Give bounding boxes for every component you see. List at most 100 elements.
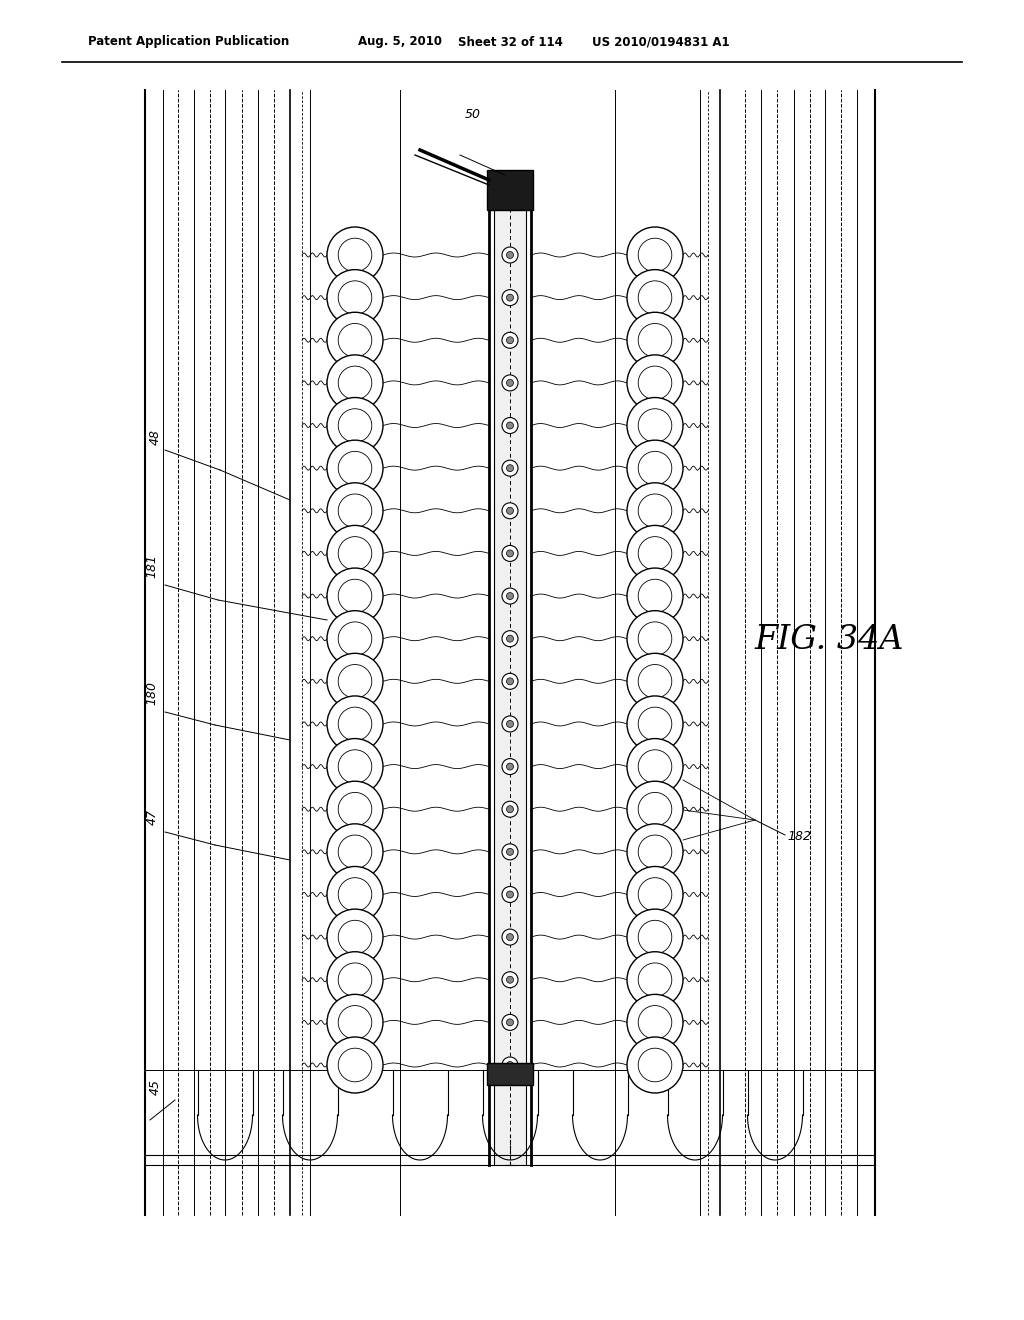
Circle shape bbox=[502, 461, 518, 477]
Circle shape bbox=[638, 579, 672, 612]
Circle shape bbox=[327, 440, 383, 496]
Circle shape bbox=[327, 952, 383, 1007]
Circle shape bbox=[507, 550, 513, 557]
Circle shape bbox=[327, 739, 383, 795]
Circle shape bbox=[338, 962, 372, 997]
Text: 181: 181 bbox=[145, 554, 159, 578]
Circle shape bbox=[502, 1057, 518, 1073]
Circle shape bbox=[627, 909, 683, 965]
Circle shape bbox=[638, 664, 672, 698]
Circle shape bbox=[638, 750, 672, 783]
Circle shape bbox=[502, 929, 518, 945]
Circle shape bbox=[338, 792, 372, 826]
Text: Patent Application Publication: Patent Application Publication bbox=[88, 36, 289, 49]
Circle shape bbox=[507, 252, 513, 259]
Circle shape bbox=[502, 1014, 518, 1031]
Circle shape bbox=[502, 333, 518, 348]
Circle shape bbox=[507, 891, 513, 898]
Text: US 2010/0194831 A1: US 2010/0194831 A1 bbox=[592, 36, 730, 49]
Circle shape bbox=[502, 247, 518, 263]
Circle shape bbox=[507, 677, 513, 685]
Circle shape bbox=[327, 696, 383, 752]
Circle shape bbox=[327, 525, 383, 581]
Circle shape bbox=[507, 593, 513, 599]
Circle shape bbox=[627, 696, 683, 752]
Circle shape bbox=[507, 507, 513, 515]
Circle shape bbox=[507, 721, 513, 727]
Circle shape bbox=[638, 920, 672, 954]
Circle shape bbox=[327, 269, 383, 326]
Circle shape bbox=[502, 289, 518, 306]
Circle shape bbox=[338, 494, 372, 528]
Circle shape bbox=[638, 1048, 672, 1082]
Circle shape bbox=[638, 537, 672, 570]
Circle shape bbox=[327, 994, 383, 1051]
Circle shape bbox=[502, 887, 518, 903]
Circle shape bbox=[507, 849, 513, 855]
Circle shape bbox=[638, 962, 672, 997]
Circle shape bbox=[507, 635, 513, 643]
Circle shape bbox=[338, 878, 372, 911]
Circle shape bbox=[327, 568, 383, 624]
Circle shape bbox=[338, 836, 372, 869]
Circle shape bbox=[327, 313, 383, 368]
Text: 48: 48 bbox=[148, 429, 162, 445]
Circle shape bbox=[627, 568, 683, 624]
Circle shape bbox=[638, 409, 672, 442]
Circle shape bbox=[327, 227, 383, 282]
Circle shape bbox=[627, 227, 683, 282]
Circle shape bbox=[338, 323, 372, 358]
Circle shape bbox=[627, 525, 683, 581]
Circle shape bbox=[327, 824, 383, 880]
Circle shape bbox=[502, 843, 518, 859]
Circle shape bbox=[327, 781, 383, 837]
Circle shape bbox=[502, 631, 518, 647]
Circle shape bbox=[327, 355, 383, 411]
Circle shape bbox=[627, 1038, 683, 1093]
Circle shape bbox=[327, 611, 383, 667]
Circle shape bbox=[638, 281, 672, 314]
Circle shape bbox=[338, 451, 372, 484]
Circle shape bbox=[507, 1019, 513, 1026]
Circle shape bbox=[502, 587, 518, 605]
Circle shape bbox=[627, 824, 683, 880]
Text: Sheet 32 of 114: Sheet 32 of 114 bbox=[458, 36, 563, 49]
Text: 45: 45 bbox=[148, 1078, 162, 1096]
Bar bbox=[494, 190, 526, 1166]
Circle shape bbox=[638, 451, 672, 484]
Circle shape bbox=[638, 836, 672, 869]
Circle shape bbox=[502, 375, 518, 391]
Circle shape bbox=[627, 269, 683, 326]
Circle shape bbox=[502, 972, 518, 987]
Bar bbox=[487, 170, 534, 210]
Text: 50: 50 bbox=[465, 108, 481, 121]
Circle shape bbox=[638, 622, 672, 656]
Text: 180: 180 bbox=[145, 681, 159, 705]
Circle shape bbox=[327, 866, 383, 923]
Circle shape bbox=[627, 611, 683, 667]
Circle shape bbox=[507, 805, 513, 813]
Circle shape bbox=[502, 759, 518, 775]
Circle shape bbox=[507, 337, 513, 343]
Circle shape bbox=[507, 933, 513, 941]
Circle shape bbox=[502, 673, 518, 689]
Circle shape bbox=[507, 1061, 513, 1068]
Circle shape bbox=[502, 545, 518, 561]
Circle shape bbox=[507, 977, 513, 983]
Circle shape bbox=[338, 708, 372, 741]
Circle shape bbox=[338, 1048, 372, 1082]
Circle shape bbox=[507, 379, 513, 387]
Circle shape bbox=[507, 465, 513, 471]
Text: 182: 182 bbox=[787, 829, 811, 842]
Circle shape bbox=[627, 781, 683, 837]
Circle shape bbox=[338, 622, 372, 656]
Circle shape bbox=[638, 494, 672, 528]
Circle shape bbox=[327, 653, 383, 709]
Circle shape bbox=[338, 1006, 372, 1039]
Circle shape bbox=[638, 708, 672, 741]
Circle shape bbox=[327, 483, 383, 539]
Circle shape bbox=[502, 801, 518, 817]
Circle shape bbox=[638, 792, 672, 826]
Circle shape bbox=[338, 366, 372, 400]
Circle shape bbox=[638, 1006, 672, 1039]
